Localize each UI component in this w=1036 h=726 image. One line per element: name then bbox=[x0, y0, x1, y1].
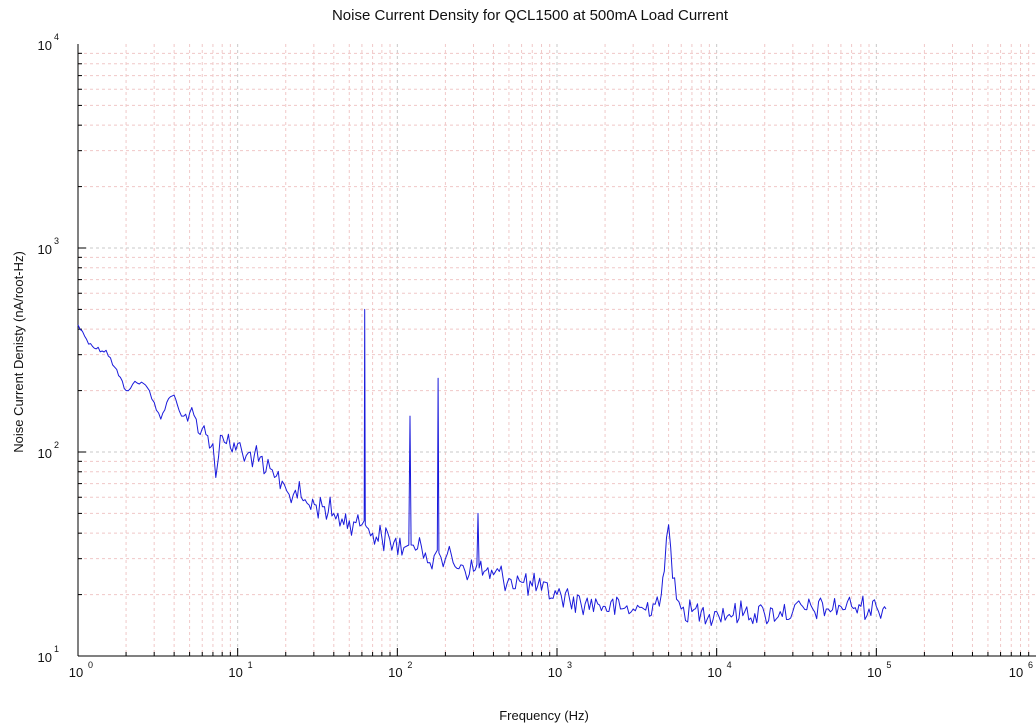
svg-text:10: 10 bbox=[1009, 665, 1023, 680]
grid bbox=[77, 44, 1036, 657]
svg-text:10: 10 bbox=[38, 446, 52, 461]
x-tick-label: 10 3 bbox=[548, 660, 572, 680]
svg-text:10: 10 bbox=[38, 38, 52, 53]
x-axis-label: Frequency (Hz) bbox=[499, 708, 589, 723]
svg-text:2: 2 bbox=[54, 440, 59, 450]
svg-text:5: 5 bbox=[886, 660, 891, 670]
svg-text:10: 10 bbox=[69, 665, 83, 680]
y-tick-label: 102 bbox=[38, 440, 59, 461]
svg-text:1: 1 bbox=[54, 644, 59, 654]
x-tick-label: 10 6 bbox=[1009, 660, 1033, 680]
svg-text:10: 10 bbox=[707, 665, 721, 680]
svg-text:6: 6 bbox=[1028, 660, 1033, 670]
x-tick-label: 10 2 bbox=[388, 660, 412, 680]
svg-text:4: 4 bbox=[54, 32, 59, 42]
svg-text:4: 4 bbox=[727, 660, 732, 670]
chart-title: Noise Current Density for QCL1500 at 500… bbox=[332, 7, 729, 24]
svg-text:10: 10 bbox=[867, 665, 881, 680]
svg-text:0: 0 bbox=[88, 660, 93, 670]
x-tick-label: 10 0 bbox=[69, 660, 93, 680]
svg-text:10: 10 bbox=[38, 650, 52, 665]
y-axis-label: Noise Current Denisty (nA/root-Hz) bbox=[11, 251, 26, 453]
x-tick-label: 10 1 bbox=[228, 660, 252, 680]
y-tick-label: 101 bbox=[38, 644, 59, 665]
svg-text:10: 10 bbox=[548, 665, 562, 680]
x-tick-label: 10 5 bbox=[867, 660, 891, 680]
y-tick-label: 103 bbox=[38, 236, 59, 257]
series-line bbox=[77, 308, 887, 626]
svg-text:3: 3 bbox=[54, 236, 59, 246]
svg-text:10: 10 bbox=[388, 665, 402, 680]
svg-text:2: 2 bbox=[407, 660, 412, 670]
axis-ticks bbox=[77, 44, 1036, 657]
svg-text:10: 10 bbox=[38, 242, 52, 257]
svg-text:1: 1 bbox=[248, 660, 253, 670]
svg-text:10: 10 bbox=[228, 665, 242, 680]
y-tick-label: 104 bbox=[38, 32, 59, 53]
x-tick-label: 10 4 bbox=[707, 660, 731, 680]
svg-text:3: 3 bbox=[567, 660, 572, 670]
